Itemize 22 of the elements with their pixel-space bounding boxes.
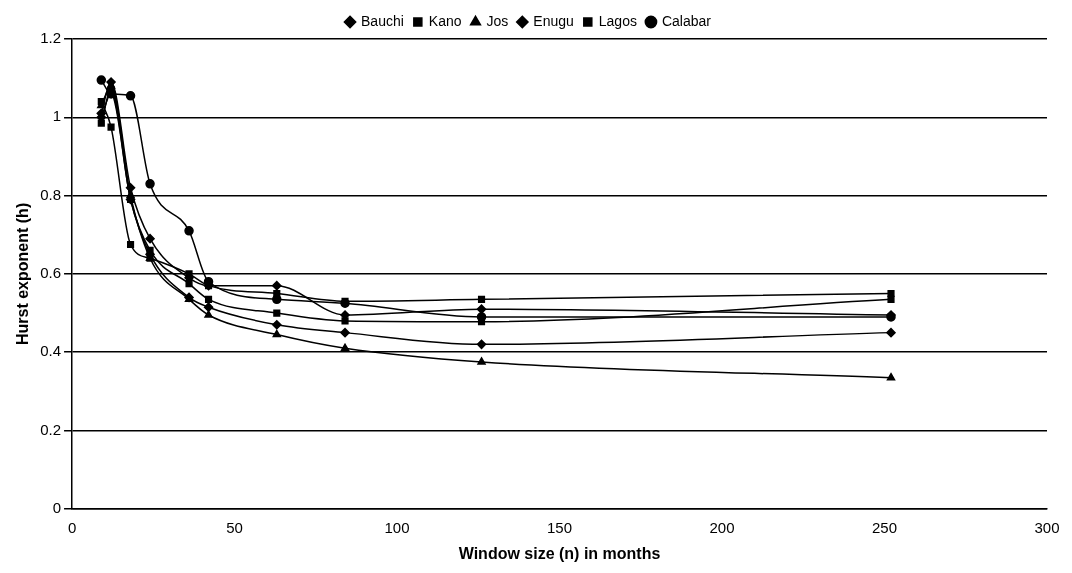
legend-label: Calabar	[661, 12, 712, 29]
legend-label: Bauchi	[361, 12, 404, 29]
y-tick-label: 0.6	[40, 264, 62, 282]
y-tick-label: 0.2	[40, 420, 62, 438]
y-tick-label: 0	[52, 498, 62, 516]
x-tick-label: 200	[709, 518, 735, 536]
y-tick-label: 0.4	[40, 342, 62, 360]
y-tick-label: 1	[52, 107, 62, 125]
x-tick-label: 250	[871, 518, 898, 536]
x-tick-label: 100	[384, 518, 410, 536]
x-tick-label: 50	[226, 518, 243, 536]
legend-label: Lagos	[598, 12, 637, 29]
y-tick-label: 1.2	[40, 29, 62, 47]
x-axis-title: Window size (n) in months	[458, 544, 661, 562]
y-axis-title: Hurst exponent (h)	[14, 202, 32, 346]
x-tick-label: 300	[1034, 518, 1060, 536]
y-tick-label: 0.8	[40, 185, 62, 203]
x-tick-label: 0	[67, 518, 77, 536]
legend-label: Jos	[486, 12, 509, 29]
x-tick-label: 150	[547, 518, 573, 536]
legend-label: Kano	[428, 12, 462, 29]
legend-label: Enugu	[533, 12, 574, 29]
